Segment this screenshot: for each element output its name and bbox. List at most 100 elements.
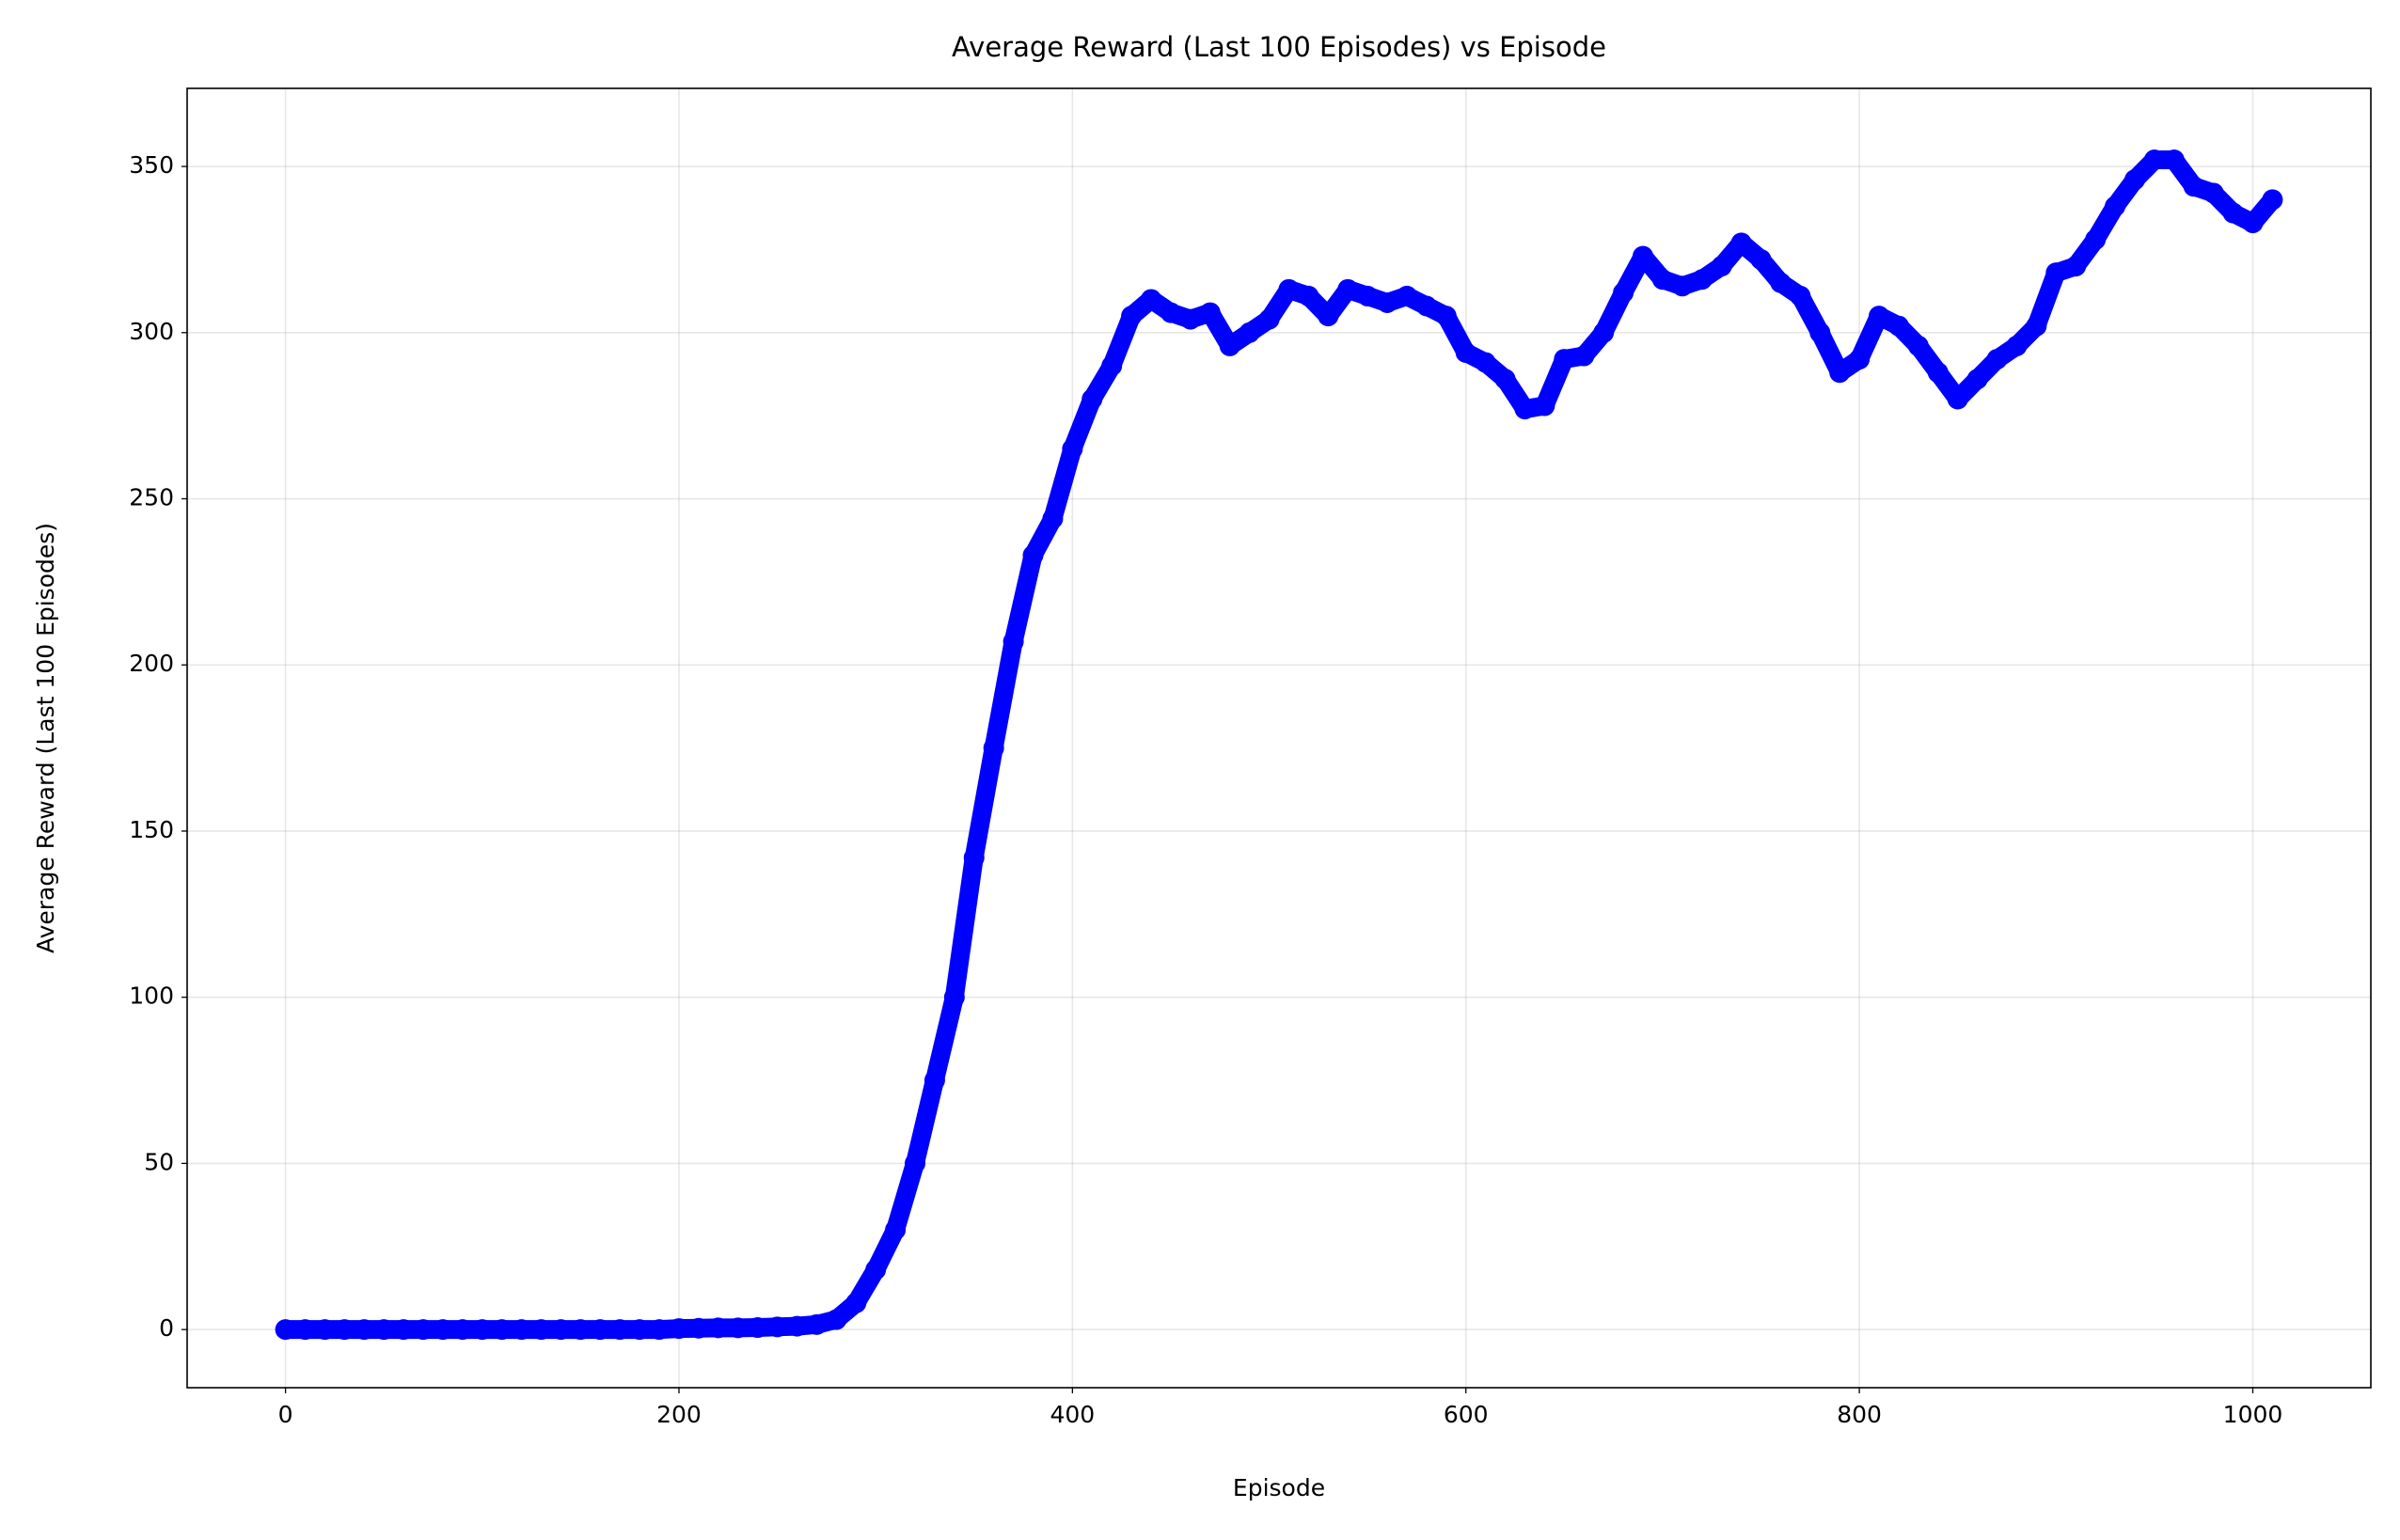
- data-point: [629, 1319, 651, 1341]
- data-point: [1770, 272, 1792, 293]
- data-point: [471, 1319, 493, 1341]
- data-point: [1219, 335, 1240, 356]
- data-point: [2183, 176, 2204, 197]
- data-point: [354, 1319, 375, 1341]
- data-point: [924, 1070, 945, 1092]
- data-point: [747, 1317, 768, 1339]
- data-point: [826, 1309, 847, 1330]
- chart-title: Average Reward (Last 100 Episodes) vs Ep…: [952, 31, 1606, 63]
- data-point: [1022, 544, 1044, 566]
- data-point: [905, 1153, 925, 1174]
- data-point: [1730, 232, 1752, 254]
- data-point: [1554, 349, 1575, 370]
- data-point: [1534, 395, 1555, 416]
- data-point: [530, 1319, 552, 1341]
- data-point: [1239, 322, 1260, 343]
- data-point: [649, 1319, 671, 1341]
- y-tick-label: 200: [129, 650, 174, 677]
- data-point: [609, 1319, 631, 1341]
- data-point: [687, 1317, 709, 1339]
- data-point: [1121, 306, 1143, 327]
- data-point: [1691, 269, 1713, 291]
- data-point: [1101, 355, 1123, 377]
- data-point: [1494, 369, 1516, 390]
- data-point: [1986, 349, 2008, 370]
- data-point: [334, 1319, 355, 1341]
- data-point: [1318, 306, 1339, 327]
- x-tick-label: 600: [1444, 1401, 1489, 1428]
- data-point: [2026, 315, 2047, 337]
- data-point: [1455, 341, 1476, 363]
- data-point: [451, 1319, 473, 1341]
- data-point: [2262, 189, 2283, 211]
- data-point: [1613, 282, 1634, 304]
- data-point: [1849, 349, 1871, 370]
- data-point: [1258, 308, 1280, 330]
- data-point: [2065, 256, 2087, 277]
- data-point: [1377, 291, 1398, 313]
- x-axis-label: Episode: [1233, 1474, 1325, 1501]
- data-point: [2222, 202, 2244, 224]
- y-tick-label: 350: [129, 151, 174, 179]
- data-point: [707, 1317, 729, 1339]
- data-point: [1593, 322, 1615, 343]
- data-point: [1514, 399, 1536, 420]
- data-point: [413, 1319, 434, 1341]
- data-point: [1396, 285, 1417, 306]
- data-point: [1003, 631, 1024, 652]
- data-point: [1042, 508, 1064, 529]
- data-point: [2143, 149, 2165, 170]
- data-point: [2006, 335, 2028, 356]
- data-point: [1869, 306, 1890, 327]
- data-point: [1711, 256, 1732, 277]
- data-point: [2203, 182, 2224, 204]
- data-point: [393, 1319, 415, 1341]
- data-point: [1927, 362, 1949, 384]
- data-point: [983, 737, 1004, 759]
- data-point: [963, 847, 985, 869]
- data-point: [766, 1316, 788, 1338]
- x-tick-label: 200: [656, 1401, 702, 1428]
- data-point: [1633, 245, 1653, 267]
- data-point: [1750, 249, 1772, 271]
- plot-frame: [186, 87, 2372, 1389]
- data-point: [2085, 228, 2107, 250]
- data-point: [727, 1317, 749, 1339]
- data-point: [1966, 369, 1988, 390]
- data-point: [1651, 269, 1673, 291]
- data-point: [432, 1319, 453, 1341]
- data-point: [511, 1319, 532, 1341]
- data-point: [1082, 388, 1103, 410]
- data-point: [943, 986, 965, 1008]
- data-point: [2163, 149, 2185, 170]
- data-point: [2045, 262, 2067, 284]
- data-point: [275, 1319, 296, 1341]
- data-point: [885, 1219, 907, 1241]
- data-point: [1809, 322, 1831, 343]
- data-point: [1179, 308, 1201, 330]
- data-point: [845, 1292, 867, 1313]
- data-point: [1199, 302, 1221, 323]
- y-tick-label: 300: [129, 318, 174, 345]
- data-point: [1829, 362, 1851, 384]
- x-tick-label: 0: [278, 1401, 293, 1428]
- x-tick-label: 800: [1837, 1401, 1882, 1428]
- data-point: [2124, 169, 2145, 191]
- data-point: [1415, 295, 1437, 317]
- y-tick-label: 50: [144, 1148, 174, 1175]
- data-point: [1671, 275, 1693, 297]
- y-tick-label: 100: [129, 982, 174, 1010]
- data-point: [1887, 315, 1909, 337]
- data-point: [1062, 438, 1083, 460]
- data-point: [294, 1319, 316, 1341]
- data-point: [570, 1319, 592, 1341]
- data-point: [1298, 285, 1319, 306]
- data-point: [786, 1315, 808, 1337]
- data-point: [1357, 285, 1379, 306]
- data-point: [1573, 345, 1595, 367]
- series-line: [276, 149, 2282, 1340]
- data-point: [1278, 278, 1300, 300]
- data-point: [590, 1319, 611, 1341]
- data-point: [2105, 196, 2126, 217]
